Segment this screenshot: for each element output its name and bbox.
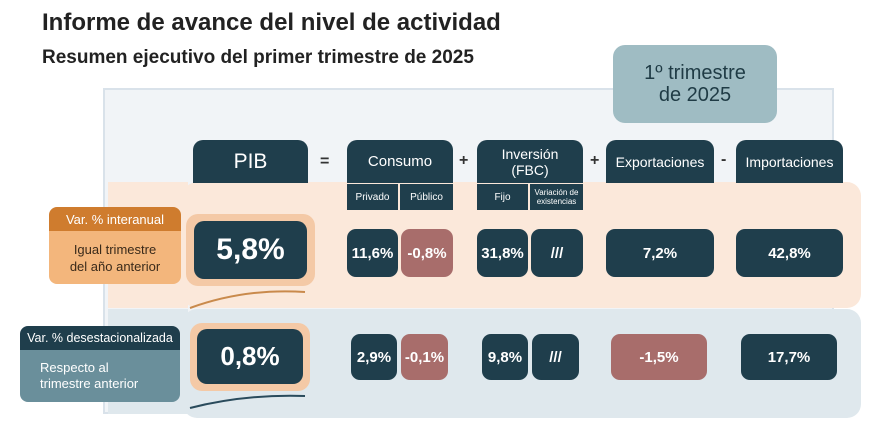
- subheader-privado: Privado: [347, 184, 398, 210]
- interanual-publico: -0,8%: [401, 229, 453, 277]
- interanual-privado: 11,6%: [347, 229, 398, 277]
- desestacionalizada-tag: Var. % desestacionalizada: [20, 326, 180, 350]
- interanual-importaciones: 42,8%: [736, 229, 843, 277]
- header-consumo: Consumo: [347, 140, 453, 183]
- quarter-badge-line1: 1º trimestre: [644, 62, 746, 84]
- subheader-publico: Público: [400, 184, 453, 210]
- interanual-tag: Var. % interanual: [49, 207, 181, 231]
- interanual-fijo: 31,8%: [477, 229, 528, 277]
- page-subtitle: Resumen ejecutivo del primer trimestre d…: [42, 47, 474, 68]
- operator-plus-2: +: [590, 152, 600, 169]
- quarter-badge-line2: de 2025: [658, 84, 732, 106]
- header-inversion: Inversión (FBC): [477, 140, 583, 183]
- desestacionalizada-desc: Respecto al trimestre anterior: [20, 350, 180, 402]
- desestacionalizada-fijo: 9,8%: [482, 334, 528, 380]
- desestacionalizada-exportaciones: -1,5%: [611, 334, 707, 380]
- header-importaciones: Importaciones: [736, 140, 843, 183]
- operator-minus: -: [721, 151, 727, 168]
- page-title: Informe de avance del nivel de actividad: [42, 9, 501, 36]
- header-inversion-label: Inversión (FBC): [501, 145, 559, 178]
- desestacionalizada-desc-text: Respecto al trimestre anterior: [40, 360, 139, 391]
- pib-value-desestacionalizada: 0,8%: [197, 329, 303, 384]
- desestacionalizada-importaciones: 17,7%: [741, 334, 837, 380]
- pib-value-interanual: 5,8%: [194, 221, 307, 279]
- decorative-curve-top: [189, 290, 306, 309]
- decorative-curve-bottom: [189, 394, 306, 409]
- header-pib: PIB: [193, 140, 308, 183]
- desestacionalizada-variacion: ///: [532, 334, 579, 380]
- interanual-desc-text: Igual trimestre del año anterior: [69, 241, 161, 274]
- subheader-fijo: Fijo: [477, 184, 528, 210]
- desestacionalizada-privado: 2,9%: [351, 334, 397, 380]
- operator-plus-1: +: [459, 152, 469, 169]
- quarter-badge: 1º trimestre de 2025: [613, 45, 777, 123]
- interanual-variacion: ///: [531, 229, 583, 277]
- operator-equals: =: [320, 153, 330, 170]
- desestacionalizada-publico: -0,1%: [401, 334, 448, 380]
- header-exportaciones: Exportaciones: [606, 140, 714, 183]
- interanual-desc: Igual trimestre del año anterior: [49, 231, 181, 284]
- subheader-variacion-existencias: Variación de existencias: [530, 184, 583, 210]
- interanual-exportaciones: 7,2%: [606, 229, 714, 277]
